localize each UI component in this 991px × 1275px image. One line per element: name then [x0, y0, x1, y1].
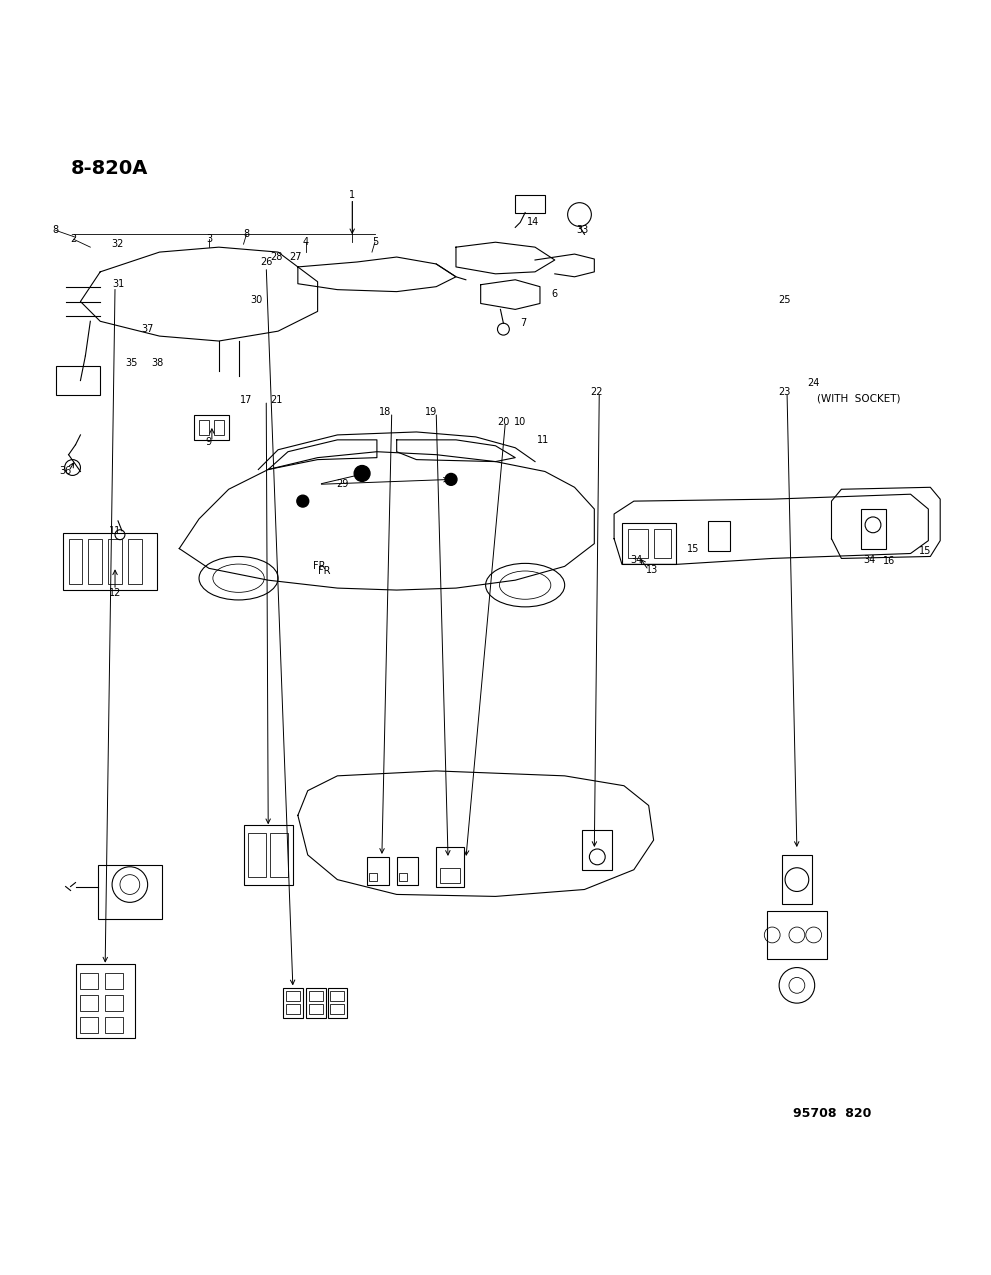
Text: 15: 15 [687, 543, 700, 553]
Text: 35: 35 [126, 358, 138, 367]
Bar [68, 538, 82, 584]
Text: FR: FR [313, 561, 325, 571]
Text: 26: 26 [260, 258, 273, 266]
Text: 33: 33 [577, 226, 589, 236]
Bar [108, 538, 122, 584]
Bar [330, 991, 344, 1001]
Text: FR: FR [318, 566, 330, 576]
Text: 8: 8 [244, 230, 250, 240]
Text: 3: 3 [206, 235, 212, 245]
Text: 95708  820: 95708 820 [793, 1107, 871, 1121]
Bar [622, 523, 676, 565]
Bar [98, 864, 163, 919]
Bar [80, 1017, 98, 1033]
Text: 23: 23 [778, 388, 790, 398]
Bar [88, 538, 102, 584]
Text: 28: 28 [270, 252, 282, 263]
Text: 4: 4 [302, 237, 309, 247]
Bar [244, 825, 293, 885]
Text: 22: 22 [590, 388, 603, 398]
Bar [396, 857, 418, 885]
Bar [105, 974, 123, 989]
Text: 10: 10 [514, 417, 526, 427]
Bar [767, 912, 826, 959]
Bar [249, 833, 267, 877]
Bar [283, 988, 303, 1017]
Text: 8-820A: 8-820A [70, 158, 148, 177]
Bar [75, 964, 135, 1038]
Text: 34: 34 [630, 556, 643, 565]
Text: 24: 24 [808, 377, 820, 388]
Bar [214, 419, 224, 435]
Bar [271, 833, 288, 877]
Text: 25: 25 [778, 295, 790, 305]
Bar [440, 868, 460, 882]
Text: 21: 21 [270, 395, 282, 405]
Text: 5: 5 [372, 237, 378, 247]
Text: 9: 9 [206, 437, 212, 446]
Bar [286, 1005, 300, 1014]
Text: 2: 2 [70, 235, 76, 245]
Bar [286, 991, 300, 1001]
Bar [309, 1005, 322, 1014]
Text: 18: 18 [379, 407, 390, 417]
Bar [105, 1017, 123, 1033]
Bar [327, 988, 347, 1017]
Bar [128, 538, 142, 584]
Bar [861, 509, 886, 548]
Bar [199, 419, 209, 435]
Bar [306, 988, 325, 1017]
Bar [309, 991, 322, 1001]
Text: 19: 19 [425, 407, 437, 417]
Text: 27: 27 [289, 252, 302, 263]
Circle shape [445, 473, 457, 486]
Bar [369, 872, 377, 881]
Bar [367, 857, 388, 885]
Bar [708, 521, 729, 551]
Bar [105, 996, 123, 1011]
Text: 37: 37 [142, 324, 154, 334]
Text: 34: 34 [863, 556, 875, 565]
Bar [330, 1005, 344, 1014]
Text: 15: 15 [920, 546, 932, 556]
Bar [436, 847, 464, 886]
Bar [515, 195, 545, 213]
Text: 12: 12 [109, 588, 121, 598]
Text: 36: 36 [59, 467, 71, 477]
Text: 17: 17 [240, 395, 253, 405]
Bar [398, 872, 406, 881]
Text: 31: 31 [112, 279, 124, 288]
Text: 30: 30 [250, 295, 263, 305]
Text: 29: 29 [336, 479, 349, 490]
Bar [628, 529, 648, 558]
Bar [654, 529, 672, 558]
Text: 7: 7 [520, 319, 526, 328]
Text: 8: 8 [53, 226, 58, 236]
Text: 14: 14 [527, 218, 539, 227]
Bar [782, 856, 812, 904]
Bar [583, 830, 612, 870]
Text: 11: 11 [109, 525, 121, 536]
Text: 6: 6 [552, 288, 558, 298]
Text: 32: 32 [112, 240, 124, 249]
Text: (WITH  SOCKET): (WITH SOCKET) [818, 394, 901, 403]
Bar [194, 416, 229, 440]
Bar [80, 974, 98, 989]
Text: 20: 20 [497, 417, 509, 427]
Text: 11: 11 [537, 435, 549, 445]
Text: 13: 13 [645, 565, 658, 575]
Text: 1: 1 [349, 190, 355, 200]
Circle shape [297, 495, 309, 507]
Bar [80, 996, 98, 1011]
Circle shape [354, 465, 370, 482]
Bar [62, 533, 157, 590]
Bar [55, 366, 100, 395]
Text: 16: 16 [883, 556, 895, 566]
Text: 38: 38 [152, 358, 164, 367]
